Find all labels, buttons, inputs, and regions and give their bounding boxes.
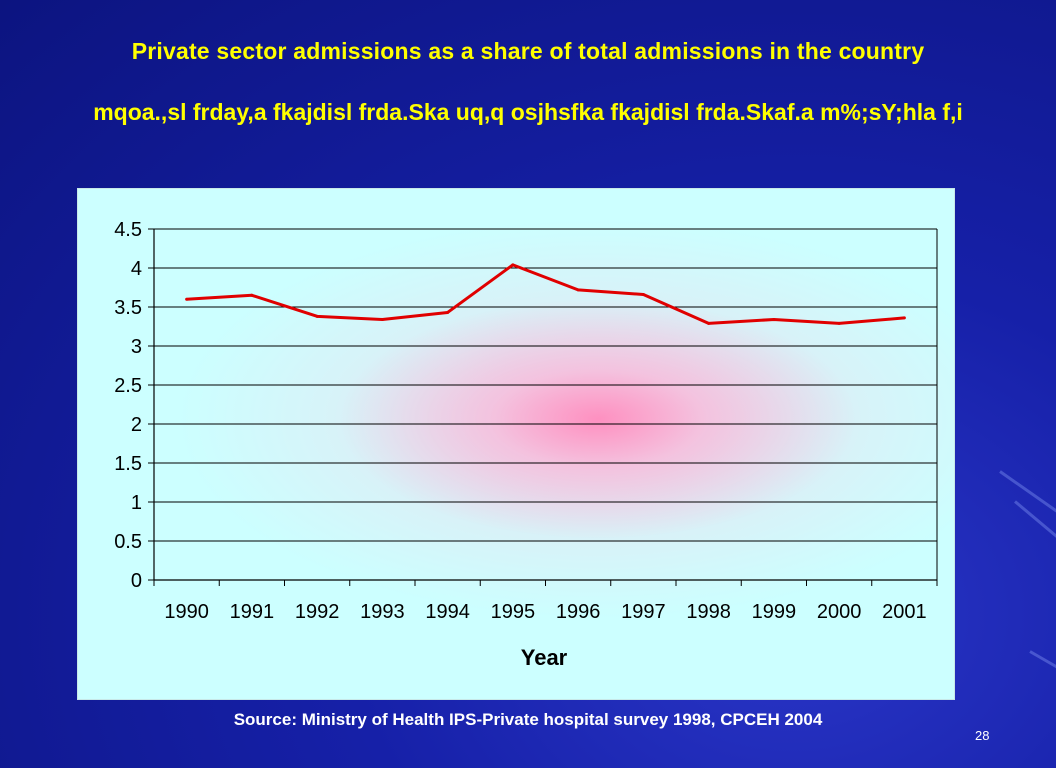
slide-title-english: Private sector admissions as a share of … — [131, 38, 925, 64]
x-tick-label: 1998 — [686, 601, 731, 623]
y-tick-label: 1.5 — [114, 453, 142, 475]
x-tick-label: 1993 — [360, 601, 405, 623]
data-point — [446, 310, 450, 314]
y-tick-label: 0.5 — [114, 531, 142, 553]
data-point — [837, 321, 841, 325]
data-point — [380, 317, 384, 321]
data-point — [641, 293, 645, 297]
data-point — [902, 316, 906, 320]
data-point — [707, 321, 711, 325]
data-point — [315, 314, 319, 318]
x-tick-label: 1991 — [230, 601, 275, 623]
x-tick-label: 1996 — [556, 601, 601, 623]
x-tick-label: 1997 — [621, 601, 666, 623]
x-tick-label: 1995 — [491, 601, 536, 623]
source-note: Source: Ministry of Health IPS-Private h… — [233, 710, 823, 729]
data-point — [772, 317, 776, 321]
x-tick-label: 2001 — [882, 601, 927, 623]
page-number: 28 — [975, 728, 990, 743]
decorative-streak — [1029, 650, 1056, 673]
chart-panel: 0 0.5 1 1.5 2 2.5 3 3.5 4 4.5 1990 1991 1992 1993 199… — [77, 188, 955, 700]
y-tick-label: 2.5 — [114, 375, 142, 397]
x-tick-label: 1999 — [752, 601, 797, 623]
x-tick-label: 2000 — [817, 601, 862, 623]
y-tick-label: 3 — [131, 336, 142, 358]
series-line — [186, 263, 905, 325]
data-point — [576, 288, 580, 292]
data-point — [185, 297, 189, 301]
data-point — [511, 263, 515, 267]
y-tick-label: 1 — [131, 492, 142, 514]
x-tick-label: 1990 — [164, 601, 209, 623]
y-tick-label: 3.5 — [114, 297, 142, 319]
x-axis-label: Year — [521, 645, 568, 670]
y-tick-label: 0 — [131, 570, 142, 592]
y-tick-label: 2 — [131, 414, 142, 436]
line-chart: 0 0.5 1 1.5 2 2.5 3 3.5 4 4.5 1990 1991 1992 1993 199… — [114, 219, 938, 670]
x-tick-label: 1992 — [295, 601, 340, 623]
data-point — [250, 293, 254, 297]
y-tick-label: 4.5 — [114, 219, 142, 241]
x-tick-label: 1994 — [425, 601, 470, 623]
y-tick-label: 4 — [131, 258, 142, 280]
slide-title-sinhala: mqoa.,sl frday,a fkajdisl frda.Ska uq,q … — [93, 99, 963, 125]
